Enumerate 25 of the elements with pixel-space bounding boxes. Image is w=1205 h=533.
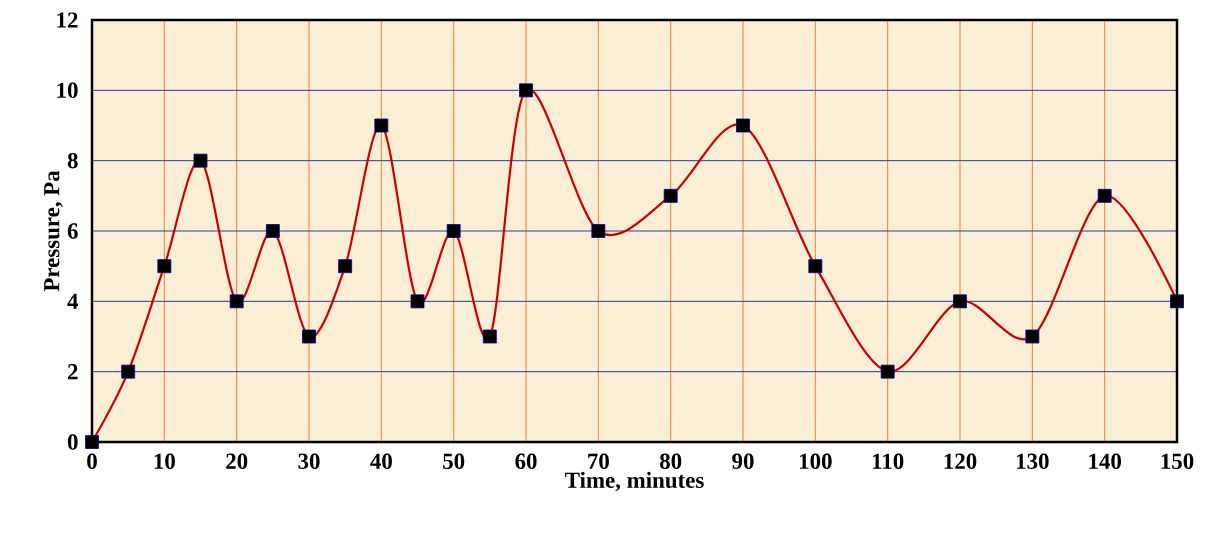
x-tick-label: 0	[87, 453, 97, 469]
x-tick-label: 80	[659, 453, 682, 469]
y-tick-label: 2	[67, 364, 78, 380]
y-tick-label: 0	[67, 434, 78, 450]
x-tick-label: 100	[799, 453, 832, 469]
x-tick-label: 130	[1016, 453, 1049, 469]
x-tick-label: 150	[1161, 453, 1194, 469]
y-tick-label: 8	[67, 152, 78, 169]
x-axis-title: Time, minutes	[565, 471, 704, 492]
y-tick-label: 6	[67, 223, 78, 239]
x-tick-label: 40	[370, 453, 392, 469]
x-tick-label: 30	[298, 453, 320, 469]
x-tick-label: 110	[872, 453, 904, 469]
x-tick-label: 120	[944, 453, 977, 469]
y-axis-title: Pressure, Pa	[44, 170, 63, 292]
x-tick-label: 10	[154, 453, 175, 469]
y-tick-label: 4	[67, 293, 79, 309]
x-tick-label: 20	[226, 453, 248, 469]
x-tick-label: 70	[588, 453, 609, 469]
x-tick-label: 60	[515, 453, 537, 469]
x-tick-label: 90	[732, 453, 754, 469]
x-tick-label: 140	[1089, 453, 1121, 469]
y-tick-label: 10	[57, 82, 78, 99]
y-tick-label: 12	[57, 12, 78, 28]
x-tick-label: 50	[443, 453, 465, 469]
